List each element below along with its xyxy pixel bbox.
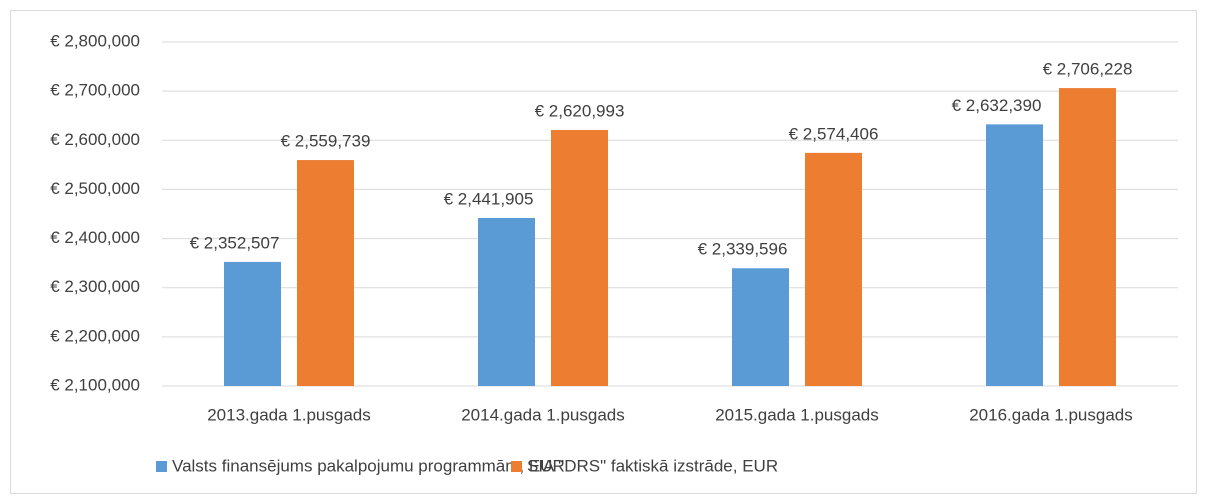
bar bbox=[732, 268, 789, 386]
y-tick-label: € 2,700,000 bbox=[50, 81, 140, 100]
y-tick-label: € 2,200,000 bbox=[50, 326, 140, 345]
data-label: € 2,441,905 bbox=[444, 189, 534, 208]
bar bbox=[297, 160, 354, 386]
x-tick-label: 2015.gada 1.pusgads bbox=[715, 405, 879, 424]
data-label: € 2,352,507 bbox=[190, 233, 280, 252]
bar bbox=[1059, 88, 1116, 386]
legend-swatch bbox=[156, 461, 167, 472]
bar bbox=[478, 217, 535, 386]
data-label: € 2,706,228 bbox=[1043, 60, 1133, 79]
data-label: € 2,559,739 bbox=[281, 132, 371, 151]
y-tick-label: € 2,800,000 bbox=[50, 31, 140, 50]
bar bbox=[551, 129, 608, 386]
bar bbox=[224, 261, 281, 386]
bar bbox=[805, 152, 862, 386]
x-tick-label: 2013.gada 1.pusgads bbox=[207, 405, 371, 424]
data-label: € 2,339,596 bbox=[698, 240, 788, 259]
y-tick-label: € 2,600,000 bbox=[50, 130, 140, 149]
y-tick-label: € 2,400,000 bbox=[50, 228, 140, 247]
bar bbox=[986, 124, 1043, 386]
legend-swatch bbox=[511, 461, 522, 472]
legend-label: SIA "DRS" faktiskā izstrāde, EUR bbox=[527, 456, 778, 475]
y-tick-label: € 2,500,000 bbox=[50, 179, 140, 198]
legend-label: Valsts finansējums pakalpojumu programmā… bbox=[172, 456, 565, 475]
x-tick-label: 2014.gada 1.pusgads bbox=[461, 405, 625, 424]
data-label: € 2,632,390 bbox=[952, 96, 1042, 115]
y-tick-label: € 2,300,000 bbox=[50, 277, 140, 296]
y-tick-label: € 2,100,000 bbox=[50, 375, 140, 394]
x-tick-label: 2016.gada 1.pusgads bbox=[969, 405, 1133, 424]
data-label: € 2,620,993 bbox=[535, 101, 625, 120]
data-label: € 2,574,406 bbox=[789, 124, 879, 143]
